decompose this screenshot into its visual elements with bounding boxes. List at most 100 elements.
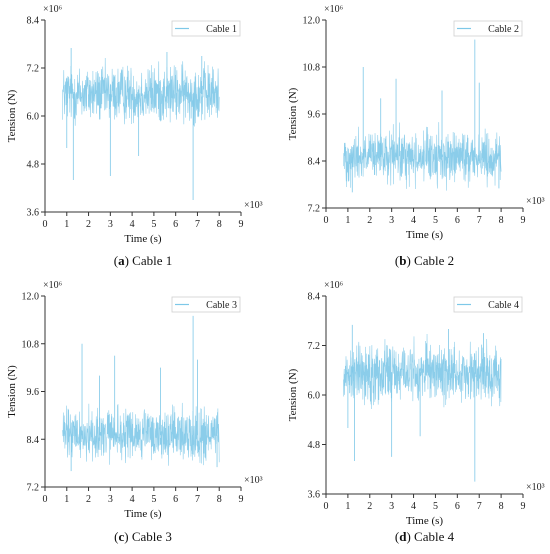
y-tick-label: 7.2 xyxy=(27,64,40,75)
legend-box xyxy=(453,20,523,37)
x-tick-label: 4 xyxy=(411,501,416,512)
y-tick-label: 9.6 xyxy=(308,110,321,121)
legend-box xyxy=(453,296,523,313)
x-tick-label: 2 xyxy=(367,215,372,226)
x-tick-label: 5 xyxy=(433,215,438,226)
panel-c: 0 1 2 3 4 5 6 7 8 9 7.2 8.4 9.6 10.8 12.0×10⁶ ×10³ Time … xyxy=(6,280,263,544)
x-tick-label: 1 xyxy=(64,219,69,230)
y-tick-label: 3.6 xyxy=(308,490,321,501)
legend: Cable 2 xyxy=(453,20,523,37)
x-axis-label: Time (s) xyxy=(406,515,444,527)
x-tick-label: 7 xyxy=(195,219,200,230)
y-multiplier-label: ×10⁶ xyxy=(43,4,63,15)
panel-caption: (a) Cable 1 xyxy=(114,253,173,268)
series-line-cable-3 xyxy=(62,402,220,466)
y-axis-label: Tension (N) xyxy=(287,87,299,140)
y-axis-label: Tension (N) xyxy=(287,368,299,421)
legend-label: Cable 2 xyxy=(488,24,519,35)
x-tick-label: 2 xyxy=(86,494,91,505)
x-tick-label: 6 xyxy=(455,215,460,226)
y-tick-label: 7.2 xyxy=(308,204,321,215)
legend: Cable 3 xyxy=(171,296,241,313)
x-tick-label: 9 xyxy=(521,501,526,512)
x-tick-label: 6 xyxy=(455,501,460,512)
x-tick-label: 0 xyxy=(43,494,48,505)
y-tick-label: 7.2 xyxy=(27,483,40,494)
x-multiplier-label: ×10³ xyxy=(244,475,263,486)
y-tick-label: 10.8 xyxy=(22,339,40,350)
panel-a: 0 1 2 3 4 5 6 7 8 9 3.6 4.8 6.0 7.2 8.4×10⁶ ×10³ Time (s… xyxy=(6,4,263,268)
x-tick-label: 7 xyxy=(477,501,482,512)
x-tick-label: 6 xyxy=(173,494,178,505)
x-tick-label: 2 xyxy=(86,219,91,230)
legend-label: Cable 3 xyxy=(206,300,237,311)
y-tick-label: 3.6 xyxy=(27,208,40,219)
x-tick-label: 5 xyxy=(151,494,156,505)
y-tick-label: 6.0 xyxy=(308,391,321,402)
x-tick-label: 0 xyxy=(43,219,48,230)
y-tick-label: 8.4 xyxy=(308,292,321,303)
legend-label: Cable 1 xyxy=(206,24,237,35)
y-tick-label: 8.4 xyxy=(27,16,40,27)
y-tick-label: 12.0 xyxy=(22,292,40,303)
x-multiplier-label: ×10³ xyxy=(244,200,263,211)
x-tick-label: 0 xyxy=(324,215,329,226)
y-tick-label: 9.6 xyxy=(27,387,40,398)
x-multiplier-label: ×10³ xyxy=(526,196,545,207)
x-axis-label: Time (s) xyxy=(124,233,162,245)
x-tick-label: 1 xyxy=(345,215,350,226)
panel-caption: (b) Cable 2 xyxy=(395,253,454,268)
x-tick-label: 8 xyxy=(499,215,504,226)
x-tick-label: 6 xyxy=(173,219,178,230)
x-axis-label: Time (s) xyxy=(406,229,444,241)
x-tick-label: 8 xyxy=(499,501,504,512)
x-tick-label: 7 xyxy=(477,215,482,226)
y-multiplier-label: ×10⁶ xyxy=(324,280,344,291)
x-tick-label: 4 xyxy=(130,494,135,505)
x-tick-label: 4 xyxy=(411,215,416,226)
legend-box xyxy=(171,20,241,37)
panel-b: 0 1 2 3 4 5 6 7 8 9 7.2 8.4 9.6 10.8 12.0×10⁶ ×10³ Time … xyxy=(287,4,545,268)
legend: Cable 1 xyxy=(171,20,241,37)
x-tick-label: 8 xyxy=(217,219,222,230)
x-tick-label: 2 xyxy=(367,501,372,512)
y-axis-label: Tension (N) xyxy=(6,89,18,142)
x-tick-label: 0 xyxy=(324,501,329,512)
legend-box xyxy=(171,296,241,313)
x-tick-label: 9 xyxy=(239,219,244,230)
x-tick-label: 3 xyxy=(389,215,394,226)
x-multiplier-label: ×10³ xyxy=(526,482,545,493)
y-multiplier-label: ×10⁶ xyxy=(43,280,63,291)
y-multiplier-label: ×10⁶ xyxy=(324,4,344,15)
x-tick-label: 1 xyxy=(64,494,69,505)
x-tick-label: 8 xyxy=(217,494,222,505)
panel-caption: (c) Cable 3 xyxy=(114,529,172,544)
series-line-cable-4 xyxy=(343,333,502,410)
panel-d: 0 1 2 3 4 5 6 7 8 9 3.6 4.8 6.0 7.2 8.4×10⁶ ×10³ Time (s… xyxy=(287,280,545,544)
x-axis-label: Time (s) xyxy=(124,508,162,520)
x-tick-label: 3 xyxy=(108,219,113,230)
x-tick-label: 9 xyxy=(239,494,244,505)
series-line-cable-1 xyxy=(62,57,220,127)
y-axis-label: Tension (N) xyxy=(6,365,18,418)
x-tick-label: 4 xyxy=(130,219,135,230)
y-tick-label: 12.0 xyxy=(303,16,321,27)
x-tick-label: 9 xyxy=(521,215,526,226)
x-tick-label: 7 xyxy=(195,494,200,505)
x-tick-label: 1 xyxy=(345,501,350,512)
y-tick-label: 8.4 xyxy=(308,157,321,168)
y-tick-label: 8.4 xyxy=(27,435,40,446)
panel-caption: (d) Cable 4 xyxy=(395,529,455,544)
legend: Cable 4 xyxy=(453,296,523,313)
x-tick-label: 5 xyxy=(151,219,156,230)
x-tick-label: 3 xyxy=(108,494,113,505)
y-tick-label: 10.8 xyxy=(303,63,321,74)
x-tick-label: 3 xyxy=(389,501,394,512)
x-tick-label: 5 xyxy=(433,501,438,512)
y-tick-label: 6.0 xyxy=(27,112,40,123)
y-tick-label: 4.8 xyxy=(308,440,321,451)
series-line-cable-2 xyxy=(343,122,502,191)
y-tick-label: 7.2 xyxy=(308,341,321,352)
legend-label: Cable 4 xyxy=(488,300,519,311)
